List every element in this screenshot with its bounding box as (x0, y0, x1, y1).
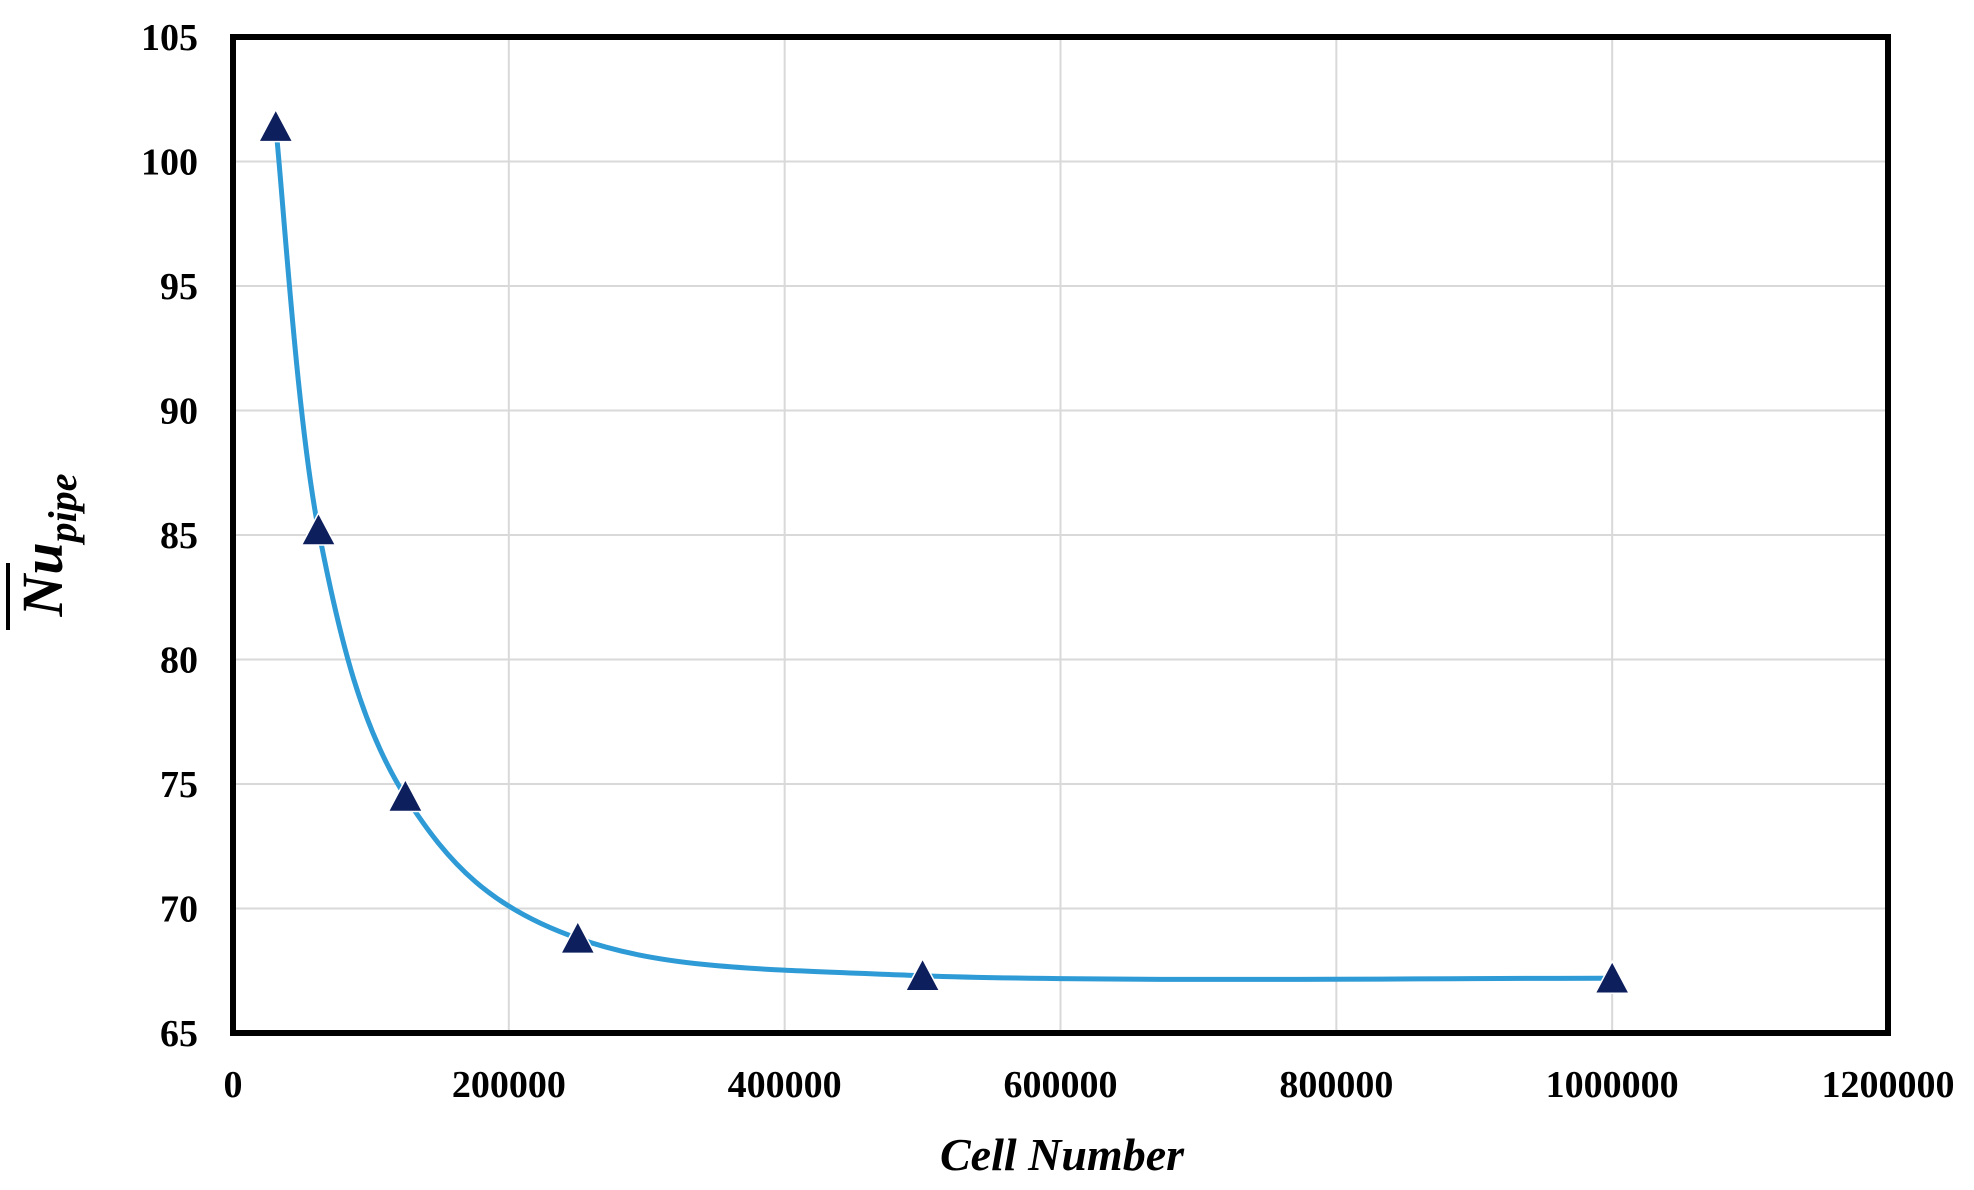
y-axis-title-main: Nu (10, 542, 75, 617)
y-tick-label: 100 (141, 142, 198, 184)
y-tick-label: 75 (160, 764, 198, 806)
y-tick-label: 80 (160, 640, 198, 682)
y-tick-label: 95 (160, 266, 198, 308)
y-axis-title: Nupipe (6, 473, 85, 630)
y-tick-label: 85 (160, 515, 198, 557)
data-point-triangle (904, 957, 941, 992)
y-tick-label: 90 (160, 391, 198, 433)
series-markers (257, 108, 1631, 994)
data-point-triangle (387, 777, 424, 813)
data-point-triangle (257, 108, 295, 143)
y-tick-label: 65 (160, 1013, 198, 1055)
y-tick-label: 70 (160, 889, 198, 931)
x-tick-label: 800000 (1279, 1064, 1393, 1106)
data-point-triangle (300, 511, 337, 546)
x-axis-ticks: 0 200000 400000 600000 800000 1000000 1200000 (224, 1064, 1955, 1106)
x-axis-title: Cell Number (940, 1129, 1185, 1180)
x-tick-label: 400000 (728, 1064, 842, 1106)
x-tick-label: 0 (224, 1064, 243, 1106)
plot-area-frame (230, 34, 1891, 1036)
x-tick-label: 600000 (1004, 1064, 1118, 1106)
svg-text:Nupipe: Nupipe (10, 473, 85, 617)
x-tick-label: 1200000 (1822, 1064, 1955, 1106)
x-tick-label: 200000 (452, 1064, 566, 1106)
y-axis-ticks: 105 100 95 90 85 80 75 70 65 (141, 17, 198, 1055)
data-point-triangle (1593, 959, 1631, 994)
series-curve (273, 126, 1613, 982)
y-tick-label: 105 (141, 17, 198, 59)
data-point-triangle (559, 919, 597, 955)
x-tick-label: 1000000 (1546, 1064, 1679, 1106)
y-axis-title-subscript: pipe (40, 473, 85, 545)
